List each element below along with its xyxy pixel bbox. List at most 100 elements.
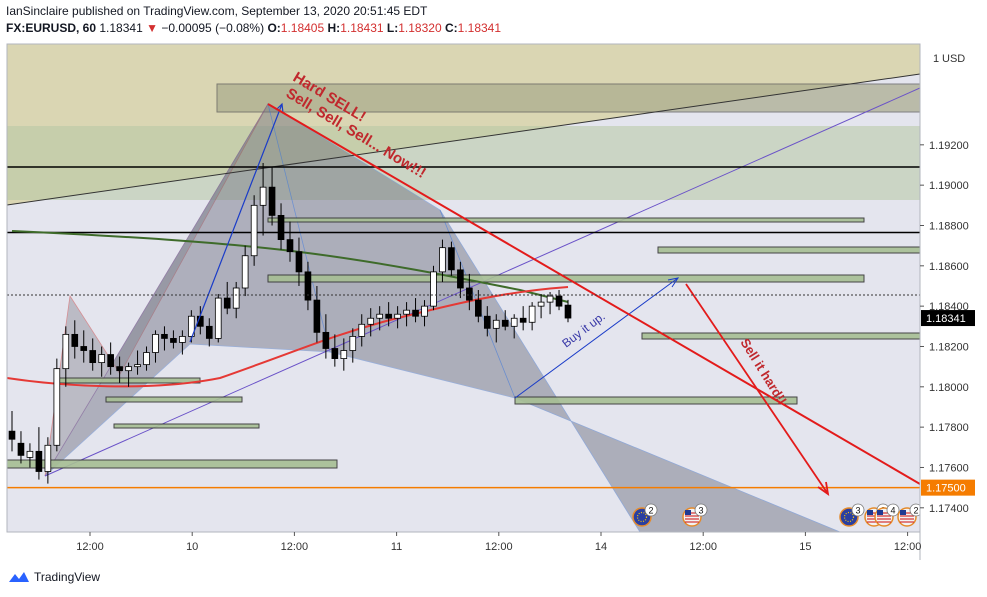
x-tick-label: 12:00 bbox=[485, 541, 513, 553]
candle-bear bbox=[304, 271, 312, 301]
candle-bear bbox=[313, 299, 321, 333]
candle-bull bbox=[349, 335, 357, 351]
x-tick-label: 12:00 bbox=[281, 541, 309, 553]
y-tick-label: 1.18800 bbox=[929, 220, 969, 232]
last-price: 1.18341 bbox=[99, 21, 143, 35]
us-canton-icon bbox=[867, 510, 873, 515]
symbol: FX:EURUSD, 60 bbox=[6, 21, 97, 35]
candle-bear bbox=[295, 251, 303, 273]
support-zone-box bbox=[105, 396, 243, 403]
price-tag-label: 1.17500 bbox=[926, 483, 966, 495]
candle-bull bbox=[403, 309, 410, 315]
candle-bull bbox=[430, 271, 437, 307]
candle-bull bbox=[528, 305, 536, 323]
ema-red-line bbox=[7, 286, 569, 388]
candle-bull bbox=[143, 352, 150, 366]
candle-bear bbox=[161, 333, 168, 339]
high-label: H: bbox=[327, 21, 341, 35]
eu-stars-icon bbox=[636, 511, 648, 523]
low-value: 1.18320 bbox=[398, 21, 442, 35]
support-zone-box bbox=[657, 246, 920, 254]
price-tag bbox=[921, 310, 975, 327]
badge-count: 2 bbox=[648, 506, 653, 516]
badge-count: 3 bbox=[855, 506, 860, 516]
high-value: 1.18431 bbox=[340, 21, 384, 35]
sell-hard-arrow bbox=[685, 283, 829, 495]
candle-bull bbox=[125, 366, 132, 372]
candle-bull bbox=[340, 350, 348, 359]
badge-count-bubble bbox=[694, 503, 708, 517]
candle-bull bbox=[152, 333, 159, 353]
candle-bear bbox=[286, 239, 294, 253]
y-tick-label: 1.17800 bbox=[929, 422, 969, 434]
candle-bear bbox=[564, 304, 572, 319]
down-arrow-icon: ▼ bbox=[146, 21, 158, 35]
us-canton-icon bbox=[877, 510, 883, 515]
close-value: 1.18341 bbox=[457, 21, 502, 35]
buy-arrowhead bbox=[667, 277, 680, 288]
candle-bull bbox=[134, 364, 141, 368]
candle-bear bbox=[35, 450, 43, 472]
candle-bull bbox=[537, 301, 545, 307]
candle-bull bbox=[232, 287, 240, 309]
x-tick-label: 12:00 bbox=[76, 541, 104, 553]
x-tick-label: 12:00 bbox=[894, 541, 922, 553]
open-label: O: bbox=[267, 21, 281, 35]
brand-name: TradingView bbox=[34, 570, 101, 584]
candle-bear bbox=[107, 354, 114, 368]
support-zone-box bbox=[7, 459, 338, 469]
close-label: C: bbox=[444, 21, 458, 35]
badge-count-bubble bbox=[644, 503, 658, 517]
upper-trendline bbox=[7, 73, 920, 206]
eu-stars-icon bbox=[843, 511, 855, 523]
support-zone-box bbox=[641, 332, 920, 340]
candle-bull bbox=[439, 247, 446, 273]
candle-bull bbox=[179, 335, 186, 343]
candle-bull bbox=[510, 317, 518, 327]
candle-bear bbox=[322, 331, 330, 349]
candle-bull bbox=[546, 295, 554, 303]
candle-bear bbox=[205, 325, 213, 339]
candle-bear bbox=[475, 299, 482, 317]
candle-bull bbox=[492, 319, 500, 329]
candle-bear bbox=[8, 430, 16, 440]
badge-count: 2 bbox=[913, 506, 918, 516]
x-tick-label: 11 bbox=[391, 541, 402, 553]
candle-bear bbox=[277, 215, 285, 241]
candle-bull bbox=[26, 450, 34, 458]
tradingview-logo-icon bbox=[9, 572, 29, 582]
us-canton-icon bbox=[685, 510, 691, 515]
candle-bear bbox=[385, 313, 392, 319]
harmonic-pattern-down bbox=[439, 209, 841, 532]
candle-bear bbox=[223, 297, 231, 309]
badge-count: 4 bbox=[890, 506, 895, 516]
low-label: L: bbox=[386, 21, 399, 35]
candle-bear bbox=[116, 366, 123, 372]
candle-bull bbox=[62, 333, 70, 370]
price-tag-label: 1.18341 bbox=[926, 313, 966, 325]
sell-hard-arrowhead bbox=[817, 481, 830, 496]
y-tick-label: 1.19200 bbox=[929, 140, 969, 152]
candle-bear bbox=[555, 295, 563, 307]
candle-bull bbox=[367, 317, 375, 325]
support-zone-box bbox=[514, 396, 798, 405]
x-tick-label: 15 bbox=[799, 541, 811, 553]
resistance-box bbox=[216, 83, 920, 113]
candle-bull bbox=[376, 313, 383, 319]
candle-bull bbox=[259, 186, 267, 206]
x-tick-label: 14 bbox=[595, 541, 607, 553]
x-tick-label: 10 bbox=[186, 541, 198, 553]
change: −0.00095 (−0.08%) bbox=[161, 21, 265, 35]
symbol-line: FX:EURUSD, 60 1.18341 ▼ −0.00095 (−0.08%… bbox=[6, 20, 501, 37]
badge-count: 3 bbox=[698, 506, 703, 516]
us-canton-icon bbox=[900, 510, 906, 515]
candle-bear bbox=[501, 319, 509, 327]
blue-arrowhead bbox=[275, 102, 284, 114]
currency-label: 1 bbox=[933, 53, 939, 65]
candle-bull bbox=[53, 368, 61, 446]
footer: TradingView bbox=[8, 570, 100, 584]
candle-bear bbox=[483, 315, 491, 329]
candle-bear bbox=[519, 317, 527, 323]
y-tick-label: 1.19000 bbox=[929, 180, 969, 192]
